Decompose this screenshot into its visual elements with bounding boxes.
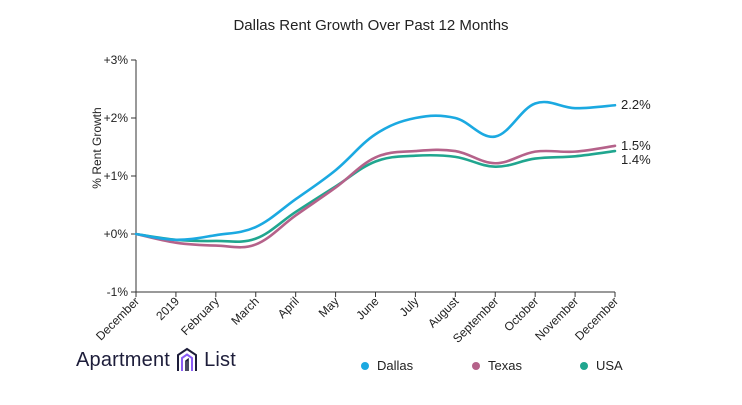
y-tick-label: +2% (104, 111, 129, 125)
chart-title: Dallas Rent Growth Over Past 12 Months (233, 17, 508, 34)
x-tick-label: June (353, 294, 382, 323)
legend-label-texas: Texas (488, 358, 522, 373)
x-tick-label: February (178, 294, 222, 338)
y-tick-label: +1% (104, 169, 129, 183)
legend-label-usa: USA (596, 358, 623, 373)
legend-dot-dallas (361, 361, 369, 370)
legend-dot-texas (472, 361, 480, 370)
x-tick-label: August (425, 294, 462, 331)
end-label-usa: 1.4% (621, 152, 651, 167)
x-tick-label: May (316, 294, 342, 320)
x-tick-label: July (397, 294, 422, 319)
legend-item-dallas[interactable]: Dallas (361, 358, 413, 373)
brand-left-word: Apartment (76, 348, 171, 371)
x-tick-label: December (93, 294, 142, 343)
series-line-dallas (134, 100, 617, 242)
x-tick-label: December (572, 294, 621, 343)
brand-right-word: List (204, 348, 237, 371)
legend-dot-usa (580, 361, 588, 370)
apartment-list-logo: Apartment List (76, 347, 236, 373)
y-axis-label: % Rent Growth (90, 107, 104, 188)
series-layer (134, 100, 617, 249)
labels-layer: 2.2% 1.5%1.4% (621, 97, 651, 167)
x-tick-label: April (275, 294, 302, 321)
y-tick-label: -1% (107, 285, 129, 299)
legend-label-dallas: Dallas (377, 358, 414, 373)
x-tick-label: 2019 (153, 294, 182, 323)
end-label-dallas: 2.2% (621, 97, 651, 112)
series-line-texas (134, 144, 617, 249)
series-line-usa (134, 149, 617, 243)
y-tick-label: +3% (104, 53, 129, 67)
y-tick-label: +0% (104, 227, 129, 241)
legend-item-texas[interactable]: Texas (472, 358, 522, 373)
legend-item-usa[interactable]: USA (580, 358, 623, 373)
x-tick-label: October (501, 294, 541, 334)
x-tick-label: March (228, 294, 261, 327)
end-label-texas: 1.5% (621, 138, 651, 153)
building-icon (177, 347, 198, 371)
